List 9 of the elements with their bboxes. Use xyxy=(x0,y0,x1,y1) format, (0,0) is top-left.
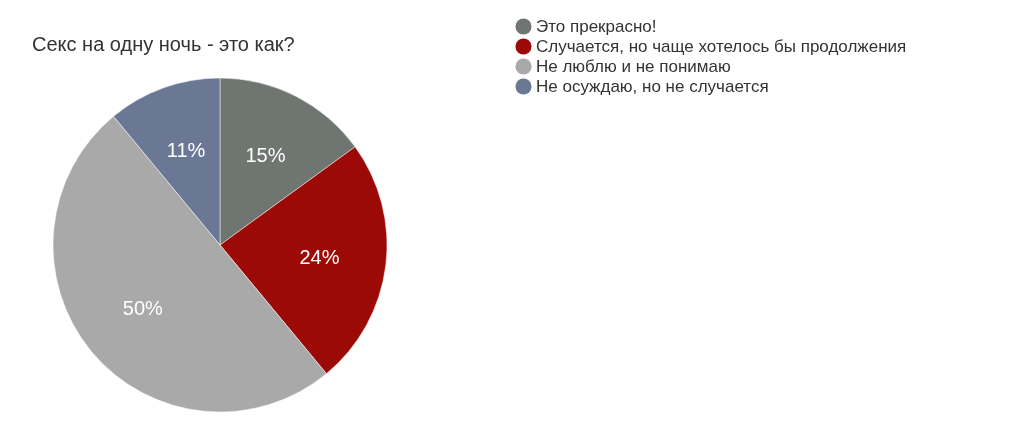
legend-label: Не осуждаю, но не случается xyxy=(536,76,769,96)
data-label: 15% xyxy=(245,143,286,166)
data-label: 11% xyxy=(166,138,206,161)
data-label: 24% xyxy=(299,245,340,268)
legend-label: Случается, но чаще хотелось бы продолжения xyxy=(536,36,907,56)
legend-label: Не люблю и не понимаю xyxy=(536,56,731,76)
text: Секс на одну ночь - это как? xyxy=(32,33,295,55)
data-label: 50% xyxy=(122,296,164,319)
legend-label: Это прекрасно! xyxy=(536,16,657,36)
